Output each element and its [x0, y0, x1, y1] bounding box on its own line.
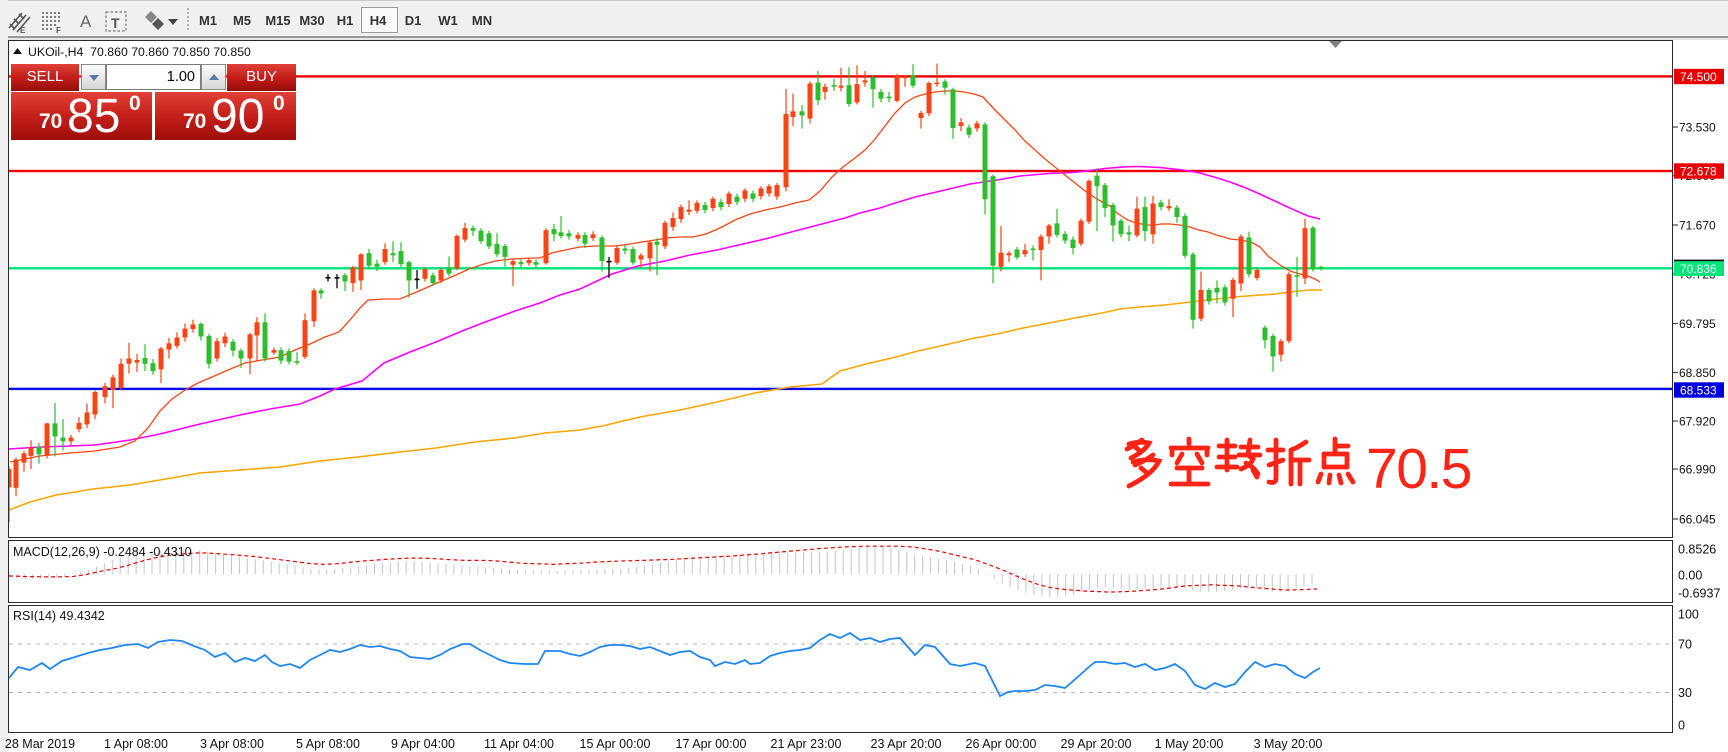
- svg-text:A: A: [80, 12, 92, 31]
- svg-text:70: 70: [1678, 638, 1692, 652]
- svg-text:70.5: 70.5: [1366, 437, 1471, 501]
- svg-text:3 May 20:00: 3 May 20:00: [1254, 737, 1323, 751]
- svg-text:0: 0: [1678, 719, 1685, 733]
- svg-text:66.990: 66.990: [1679, 462, 1716, 476]
- svg-text:30: 30: [1678, 686, 1692, 700]
- svg-text:F: F: [56, 26, 61, 35]
- svg-text:26 Apr 00:00: 26 Apr 00:00: [966, 737, 1037, 751]
- svg-text:73.530: 73.530: [1679, 120, 1716, 134]
- svg-text:21 Apr 23:00: 21 Apr 23:00: [771, 737, 842, 751]
- svg-text:MACD(12,26,9) -0.2484 -0.4310: MACD(12,26,9) -0.2484 -0.4310: [13, 545, 192, 559]
- svg-text:0.8526: 0.8526: [1678, 543, 1716, 557]
- svg-text:67.920: 67.920: [1679, 414, 1716, 428]
- svg-text:100: 100: [1678, 608, 1699, 622]
- svg-text:28 Mar 2019: 28 Mar 2019: [5, 737, 75, 751]
- svg-text:RSI(14) 49.4342: RSI(14) 49.4342: [13, 609, 105, 623]
- svg-text:74.500: 74.500: [1680, 70, 1717, 84]
- svg-text:68.850: 68.850: [1679, 366, 1716, 380]
- svg-text:1 Apr 08:00: 1 Apr 08:00: [104, 737, 168, 751]
- svg-text:5 Apr 08:00: 5 Apr 08:00: [296, 737, 360, 751]
- svg-text:68.533: 68.533: [1680, 384, 1717, 398]
- svg-text:T: T: [111, 15, 120, 31]
- svg-text:3 Apr 08:00: 3 Apr 08:00: [200, 737, 264, 751]
- svg-text:0.00: 0.00: [1678, 569, 1702, 583]
- svg-text:29 Apr 20:00: 29 Apr 20:00: [1061, 737, 1132, 751]
- svg-text:UKOil-,H4 70.860 70.860 70.85: UKOil-,H4 70.860 70.860 70.850 70.850: [28, 45, 251, 59]
- svg-text:66.045: 66.045: [1679, 512, 1716, 526]
- svg-text:1 May 20:00: 1 May 20:00: [1155, 737, 1224, 751]
- svg-text:17 Apr 00:00: 17 Apr 00:00: [676, 737, 747, 751]
- svg-text:23 Apr 20:00: 23 Apr 20:00: [871, 737, 942, 751]
- svg-text:E: E: [20, 26, 26, 35]
- svg-text:-0.6937: -0.6937: [1678, 587, 1720, 601]
- svg-text:72.678: 72.678: [1680, 165, 1717, 179]
- svg-text:15 Apr 00:00: 15 Apr 00:00: [580, 737, 651, 751]
- svg-text:69.795: 69.795: [1679, 317, 1716, 331]
- svg-text:71.670: 71.670: [1679, 218, 1716, 232]
- svg-text:9 Apr 04:00: 9 Apr 04:00: [391, 737, 455, 751]
- svg-text:70.836: 70.836: [1680, 262, 1717, 276]
- svg-text:11 Apr 04:00: 11 Apr 04:00: [484, 737, 554, 751]
